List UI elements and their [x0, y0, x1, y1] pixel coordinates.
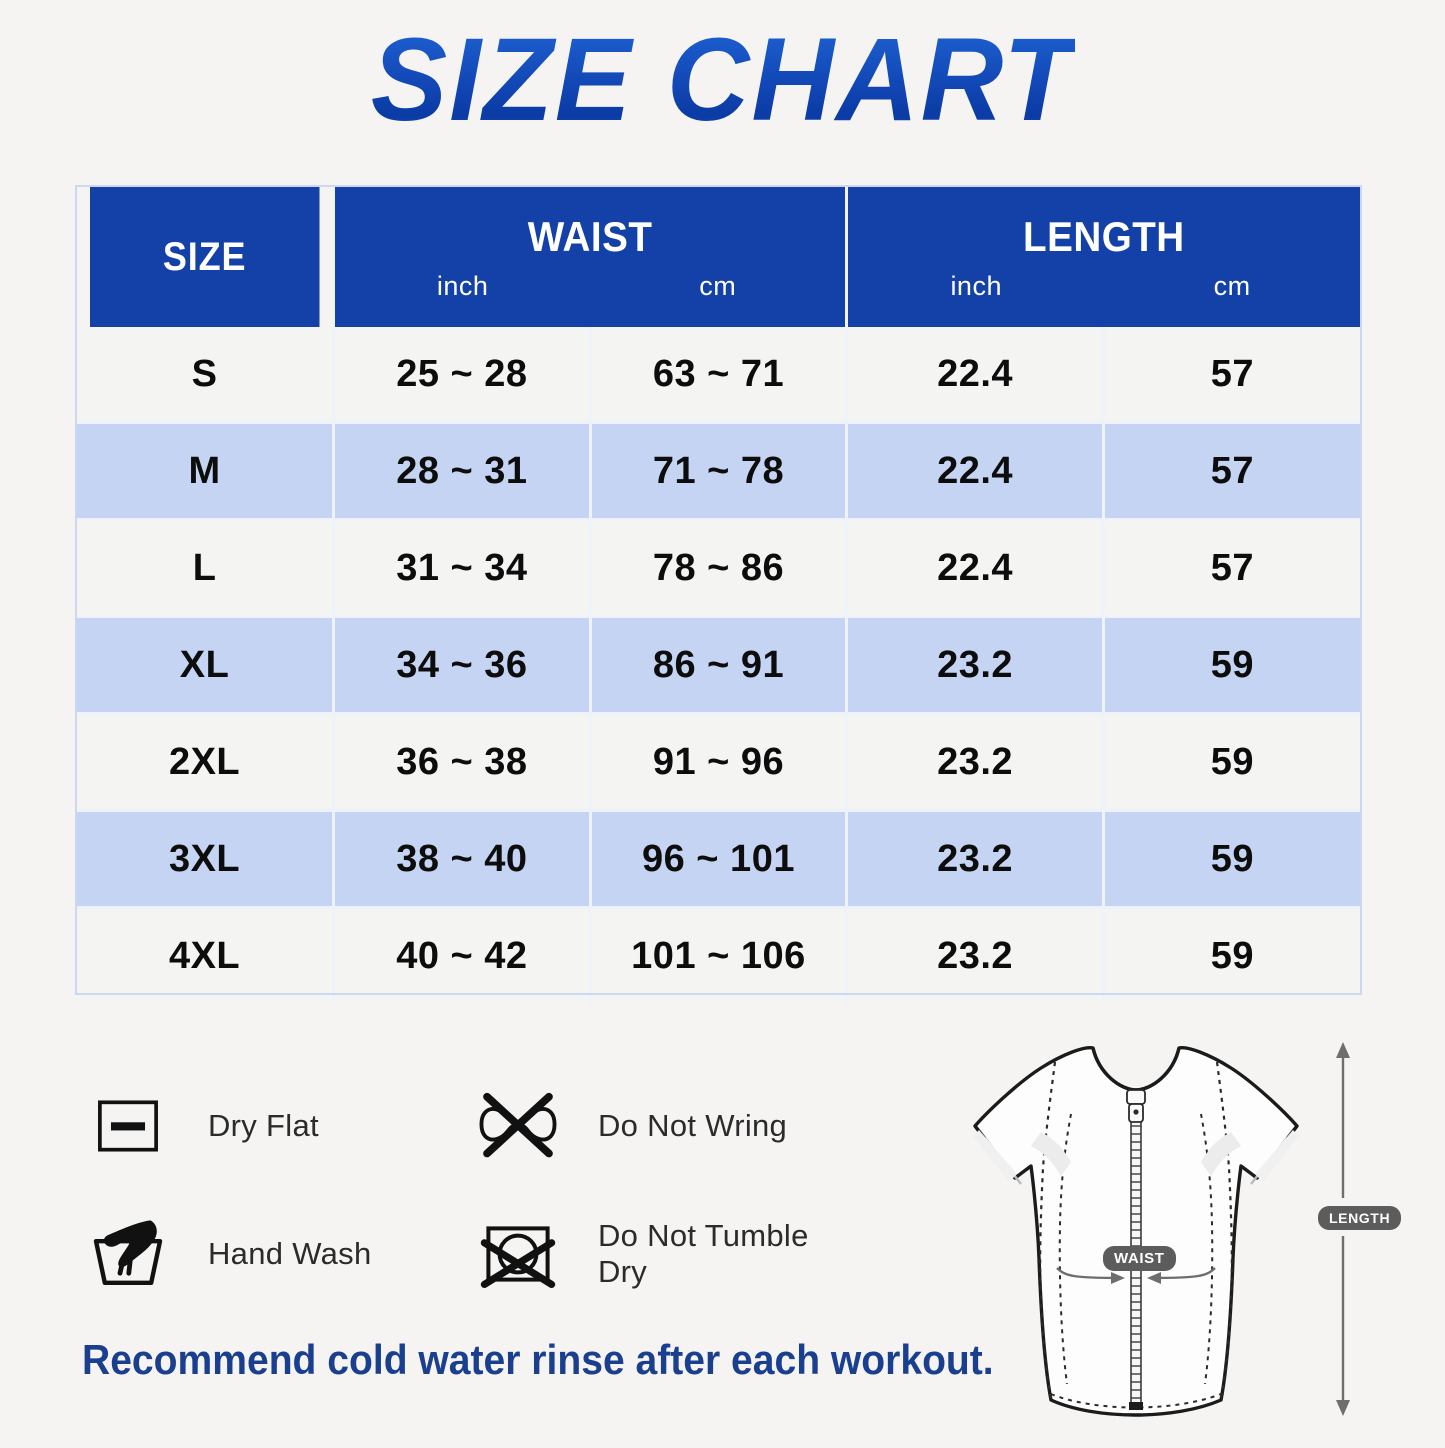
- cell-length_cm: 59: [1103, 616, 1360, 715]
- hand-wash-icon: [80, 1206, 176, 1302]
- table-row: 4XL 40 ~ 42 101 ~ 106 23.2 59: [77, 907, 1360, 1003]
- cell-waist_inch: 36 ~ 38: [333, 713, 592, 812]
- cell-length_cm: 57: [1103, 422, 1360, 521]
- header-size: SIZE: [89, 187, 323, 327]
- cell-length_inch: 23.2: [846, 713, 1105, 812]
- cell-length_inch: 22.4: [846, 519, 1105, 618]
- cell-size: 4XL: [77, 907, 336, 1003]
- cell-waist_cm: 91 ~ 96: [590, 713, 849, 812]
- cell-size: L: [77, 519, 336, 618]
- header-length-unit-inch: inch: [950, 271, 1002, 301]
- table-row: S 25 ~ 28 63 ~ 71 22.4 57: [77, 327, 1360, 424]
- cell-length_inch: 23.2: [846, 907, 1105, 1003]
- cell-size: S: [77, 327, 336, 424]
- page-title-container: SIZE CHART: [0, 14, 1445, 146]
- cell-length_cm: 59: [1103, 713, 1360, 812]
- cell-size: M: [77, 422, 336, 521]
- header-length-label: LENGTH: [1023, 213, 1185, 260]
- garment-illustration: WAIST LENGTH: [945, 1028, 1402, 1443]
- page-title: SIZE CHART: [370, 14, 1075, 146]
- waist-badge: WAIST: [1103, 1246, 1176, 1271]
- table-row: 3XL 38 ~ 40 96 ~ 101 23.2 59: [77, 810, 1360, 909]
- care-item-do-not-tumble-dry: Do Not Tumble Dry: [470, 1206, 860, 1302]
- cell-waist_cm: 101 ~ 106: [590, 907, 849, 1003]
- care-label-do-not-wring: Do Not Wring: [598, 1108, 788, 1143]
- care-item-hand-wash: Hand Wash: [80, 1206, 470, 1302]
- table-row: L 31 ~ 34 78 ~ 86 22.4 57: [77, 519, 1360, 618]
- header-length-unit-cm: cm: [1213, 271, 1251, 301]
- table-head: SIZE WAIST inch cm LENGTH inch cm: [77, 187, 1360, 327]
- cell-size: 2XL: [77, 713, 336, 812]
- cell-length_inch: 23.2: [846, 810, 1105, 909]
- garment-svg: [973, 1042, 1350, 1417]
- cell-length_cm: 57: [1103, 327, 1360, 424]
- length-badge: LENGTH: [1318, 1206, 1402, 1230]
- care-instructions-section: Dry Flat Do Not Wring: [80, 1062, 980, 1318]
- header-waist-unit-inch: inch: [436, 271, 489, 301]
- header-length: LENGTH inch cm: [846, 187, 1360, 327]
- care-item-do-not-wring: Do Not Wring: [470, 1078, 860, 1174]
- cell-length_inch: 23.2: [846, 616, 1105, 715]
- table-row: M 28 ~ 31 71 ~ 78 22.4 57: [77, 422, 1360, 521]
- cell-waist_cm: 86 ~ 91: [590, 616, 849, 715]
- care-row-1: Dry Flat Do Not Wring: [80, 1062, 980, 1190]
- table-header-row: SIZE WAIST inch cm LENGTH inch cm: [77, 187, 1360, 327]
- recommendation-text: Recommend cold water rinse after each wo…: [82, 1336, 994, 1383]
- cell-waist_cm: 63 ~ 71: [590, 327, 849, 424]
- cell-waist_cm: 96 ~ 101: [590, 810, 849, 909]
- cell-waist_inch: 38 ~ 40: [333, 810, 592, 909]
- header-waist-units: inch cm: [335, 271, 845, 302]
- waist-measure-arrows: [1056, 1267, 1216, 1284]
- care-label-hand-wash: Hand Wash: [208, 1236, 372, 1271]
- cell-length_cm: 59: [1103, 907, 1360, 1003]
- length-measure-arrow: [1336, 1042, 1350, 1416]
- cell-waist_inch: 28 ~ 31: [333, 422, 592, 521]
- cell-waist_inch: 34 ~ 36: [333, 616, 592, 715]
- do-not-tumble-dry-icon: [470, 1206, 566, 1302]
- cell-waist_inch: 40 ~ 42: [333, 907, 592, 1003]
- do-not-wring-icon: [470, 1078, 566, 1174]
- header-length-units: inch cm: [848, 271, 1360, 302]
- care-label-dry-flat: Dry Flat: [208, 1108, 319, 1143]
- cell-length_inch: 22.4: [846, 422, 1105, 521]
- header-length-stack: LENGTH inch cm: [848, 187, 1360, 327]
- care-item-dry-flat: Dry Flat: [80, 1078, 470, 1174]
- cell-length_inch: 22.4: [846, 327, 1105, 424]
- cell-size: 3XL: [77, 810, 336, 909]
- table-body: S 25 ~ 28 63 ~ 71 22.4 57 M 28 ~ 31 71 ~ 78 22.4…: [77, 327, 1360, 1003]
- cell-waist_cm: 71 ~ 78: [590, 422, 849, 521]
- size-chart-table: SIZE WAIST inch cm LENGTH inch cm: [77, 187, 1360, 1003]
- cell-length_cm: 57: [1103, 519, 1360, 618]
- cell-waist_inch: 25 ~ 28: [333, 327, 592, 424]
- cell-size: XL: [77, 616, 336, 715]
- header-waist-unit-cm: cm: [699, 271, 737, 301]
- header-waist-label: WAIST: [527, 213, 653, 260]
- cell-waist_cm: 78 ~ 86: [590, 519, 849, 618]
- cell-length_cm: 59: [1103, 810, 1360, 909]
- table-row: XL 34 ~ 36 86 ~ 91 23.2 59: [77, 616, 1360, 715]
- dry-flat-icon: [80, 1078, 176, 1174]
- header-waist: WAIST inch cm: [333, 187, 849, 327]
- care-label-do-not-tumble-dry: Do Not Tumble Dry: [598, 1218, 809, 1289]
- cell-waist_inch: 31 ~ 34: [333, 519, 592, 618]
- header-waist-stack: WAIST inch cm: [335, 187, 845, 327]
- table-row: 2XL 36 ~ 38 91 ~ 96 23.2 59: [77, 713, 1360, 812]
- care-row-2: Hand Wash Do Not Tumble Dry: [80, 1190, 980, 1318]
